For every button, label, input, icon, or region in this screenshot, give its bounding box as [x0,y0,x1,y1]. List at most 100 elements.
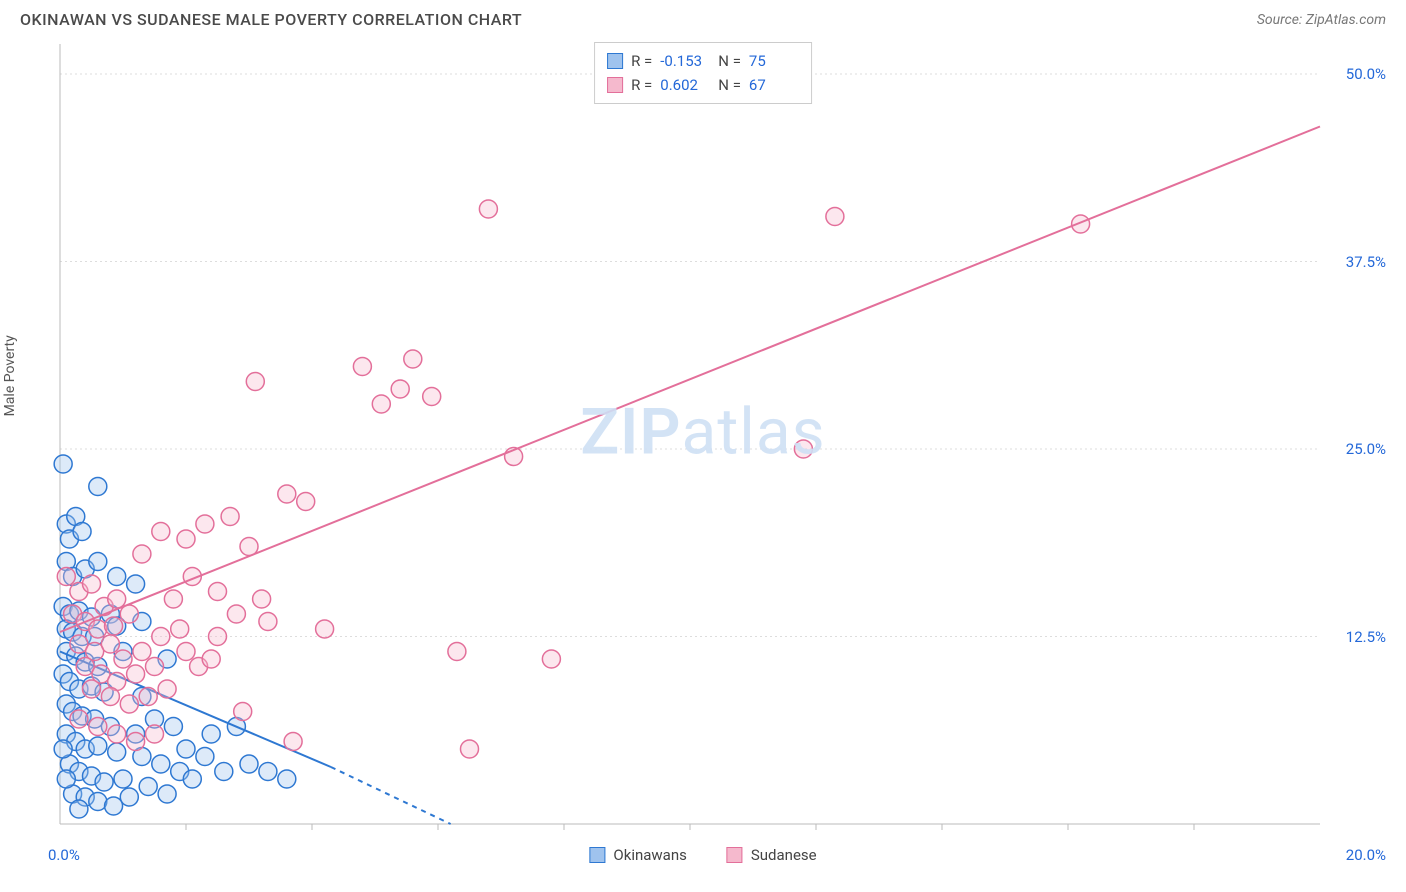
data-point [83,680,101,698]
data-point [227,605,245,623]
data-point [316,620,334,638]
data-point [221,508,239,526]
data-point [89,478,107,496]
data-point [105,617,123,635]
data-point [108,568,126,586]
data-point [461,740,479,758]
data-point [139,688,157,706]
data-point [108,743,126,761]
chart-title: OKINAWAN VS SUDANESE MALE POVERTY CORREL… [20,10,522,29]
chart-svg [20,34,1386,864]
data-point [127,575,145,593]
data-point [826,208,844,226]
data-point [209,583,227,601]
stats-legend-box: R =-0.153N =75R =0.602N =67 [594,42,812,104]
data-point [794,440,812,458]
n-label: N = [718,73,741,97]
data-point [54,455,72,473]
data-point [177,530,195,548]
source-label: Source: ZipAtlas.com [1257,12,1386,28]
bottom-legend: Okinawans Sudanese [589,846,816,864]
y-tick-label: 25.0% [1346,440,1386,458]
legend-swatch [727,847,743,863]
data-point [158,680,176,698]
legend-item: Okinawans [589,846,686,864]
data-point [89,553,107,571]
legend-item: Sudanese [727,846,817,864]
data-point [177,740,195,758]
data-point [133,643,151,661]
data-point [353,358,371,376]
legend-label: Okinawans [613,846,686,864]
x-tick-max: 20.0% [1346,846,1386,864]
data-point [284,733,302,751]
data-point [240,755,258,773]
data-point [202,650,220,668]
legend-label: Sudanese [751,846,817,864]
data-point [278,770,296,788]
data-point [114,770,132,788]
r-value: -0.153 [660,49,710,73]
data-point [196,515,214,533]
data-point [73,523,91,541]
data-point [89,718,107,736]
data-point [158,785,176,803]
data-point [171,620,189,638]
data-point [202,725,220,743]
n-value: 67 [749,73,799,97]
data-point [209,628,227,646]
legend-swatch [607,77,623,93]
data-point [57,770,75,788]
data-point [183,770,201,788]
data-point [152,628,170,646]
data-point [152,523,170,541]
n-value: 75 [749,49,799,73]
data-point [127,665,145,683]
data-point [70,710,88,728]
data-point [101,635,119,653]
data-point [152,755,170,773]
data-point [215,763,233,781]
data-point [120,788,138,806]
data-point [196,748,214,766]
data-point [57,568,75,586]
legend-swatch [589,847,605,863]
data-point [246,373,264,391]
data-point [164,718,182,736]
y-axis-label: Male Poverty [2,335,18,416]
data-point [391,380,409,398]
x-tick-min: 0.0% [48,846,80,864]
data-point [164,590,182,608]
data-point [146,658,164,676]
data-point [105,797,123,815]
r-label: R = [631,49,652,73]
data-point [83,575,101,593]
data-point [253,590,271,608]
data-point [114,650,132,668]
data-point [95,773,113,791]
data-point [108,725,126,743]
data-point [542,650,560,668]
data-point [146,725,164,743]
data-point [297,493,315,511]
data-point [127,733,145,751]
data-point [423,388,441,406]
data-point [89,737,107,755]
y-tick-label: 50.0% [1346,65,1386,83]
y-tick-label: 12.5% [1346,628,1386,646]
data-point [70,800,88,818]
data-point [177,643,195,661]
data-point [234,703,252,721]
r-label: R = [631,73,652,97]
data-point [448,643,466,661]
stats-row: R = -0.153 N = 75 [607,49,799,73]
data-point [133,545,151,563]
data-point [120,695,138,713]
data-point [259,763,277,781]
data-point [479,200,497,218]
header: OKINAWAN VS SUDANESE MALE POVERTY CORREL… [0,0,1406,34]
data-point [404,350,422,368]
chart-area: Male Poverty ZIPatlas 12.5%25.0%37.5%50.… [20,34,1386,864]
n-label: N = [718,49,741,73]
legend-swatch [607,53,623,69]
